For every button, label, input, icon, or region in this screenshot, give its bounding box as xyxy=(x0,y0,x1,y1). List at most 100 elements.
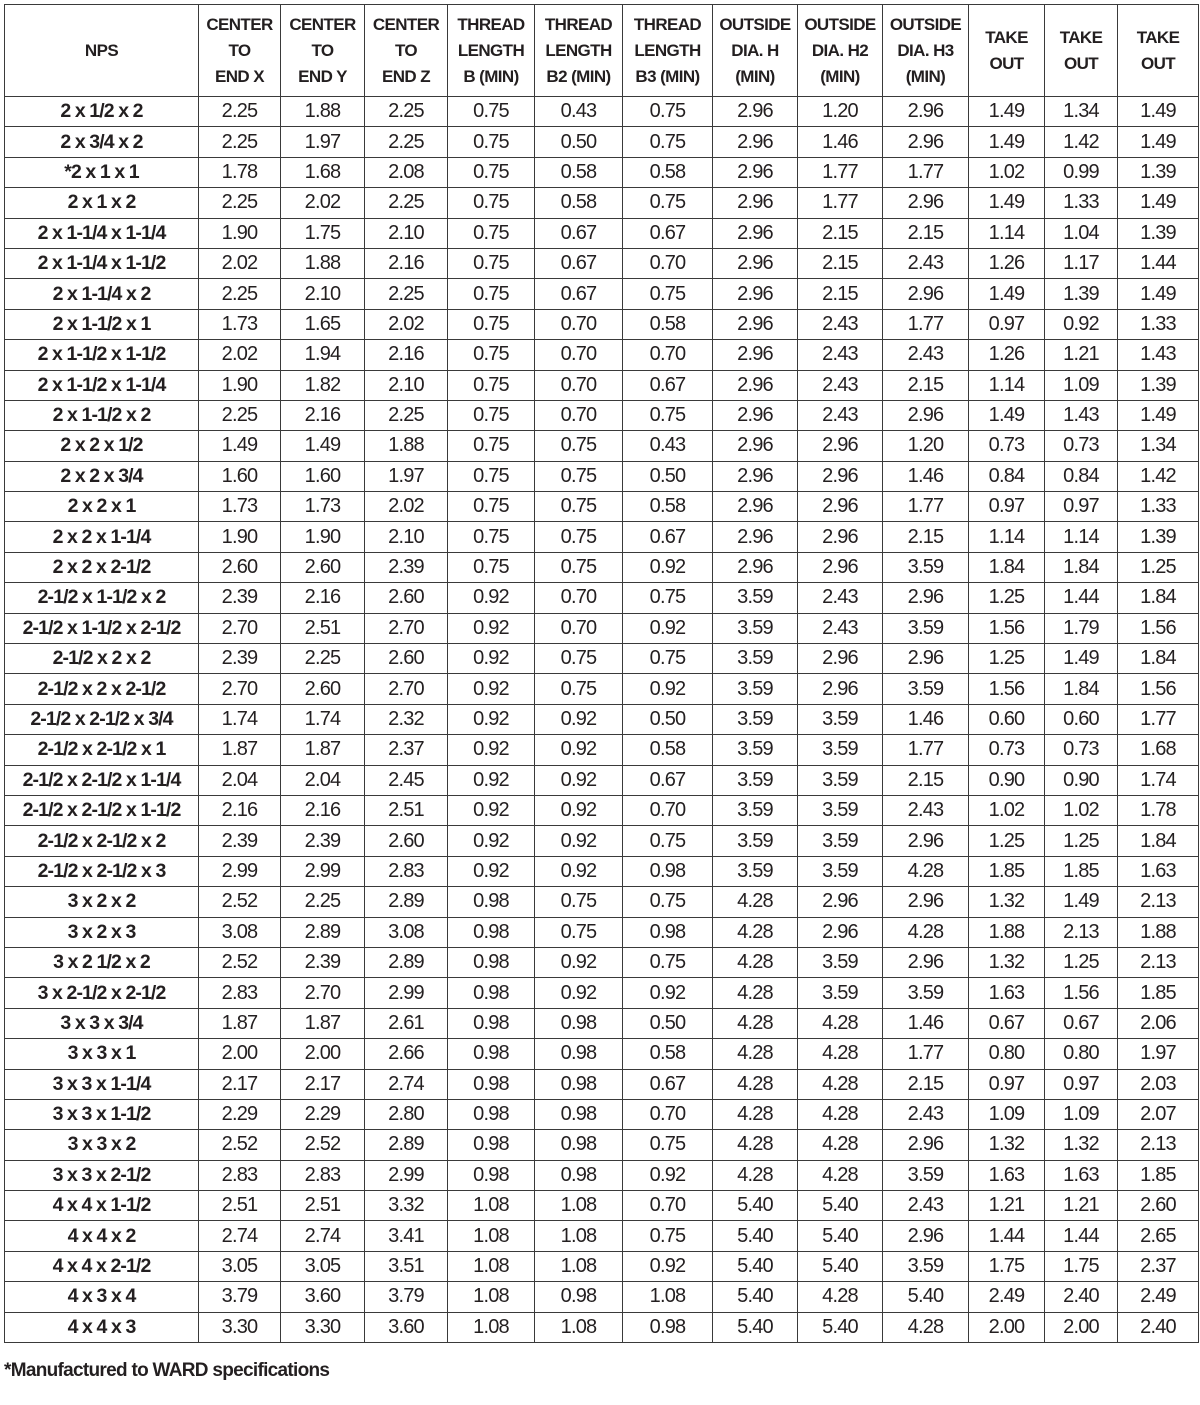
nps-cell: 3 x 3 x 3/4 xyxy=(4,1007,199,1040)
value-cell: 0.43 xyxy=(622,430,713,462)
value-cell: 2.96 xyxy=(882,187,969,219)
value-cell: 1.34 xyxy=(1117,430,1199,462)
value-cell: 2.51 xyxy=(364,794,448,827)
value-cell: 2.16 xyxy=(364,247,448,280)
value-cell: 1.39 xyxy=(1117,217,1199,249)
value-cell: 3.59 xyxy=(712,734,798,766)
value-cell: 1.75 xyxy=(280,217,365,249)
value-cell: 1.04 xyxy=(1044,217,1118,249)
value-cell: 2.25 xyxy=(280,643,365,675)
value-cell: 0.75 xyxy=(447,126,535,158)
value-cell: 1.14 xyxy=(968,521,1045,553)
value-cell: 1.84 xyxy=(1117,825,1199,857)
value-cell: 2.89 xyxy=(364,946,448,979)
value-cell: 2.10 xyxy=(280,278,365,310)
value-cell: 1.33 xyxy=(1117,491,1199,523)
value-cell: 2.96 xyxy=(712,491,798,523)
value-cell: 0.98 xyxy=(447,1129,535,1161)
value-cell: 0.97 xyxy=(1044,1068,1118,1100)
value-cell: 2.65 xyxy=(1117,1220,1199,1252)
value-cell: 2.89 xyxy=(364,886,448,918)
value-cell: 0.67 xyxy=(622,521,713,553)
value-cell: 0.92 xyxy=(447,825,535,857)
value-cell: 1.77 xyxy=(797,187,883,219)
value-cell: 0.75 xyxy=(534,460,623,493)
value-cell: 1.84 xyxy=(968,551,1045,584)
nps-cell: 2 x 1-1/2 x 2 xyxy=(4,399,199,432)
value-cell: 4.28 xyxy=(797,1007,883,1040)
value-cell: 2.96 xyxy=(712,399,798,432)
value-cell: 2.39 xyxy=(198,643,281,675)
value-cell: 1.21 xyxy=(1044,1190,1118,1222)
value-cell: 2.25 xyxy=(198,187,281,219)
value-cell: 0.50 xyxy=(622,1007,713,1040)
value-cell: 0.75 xyxy=(622,886,713,918)
value-cell: 4.28 xyxy=(712,1007,798,1040)
value-cell: 2.99 xyxy=(198,855,281,888)
value-cell: 0.92 xyxy=(622,1159,713,1192)
nps-cell: 2 x 1-1/4 x 1-1/2 xyxy=(4,247,199,280)
value-cell: 2.96 xyxy=(882,886,969,918)
nps-cell: 2-1/2 x 2-1/2 x 1 xyxy=(4,734,199,766)
value-cell: 0.75 xyxy=(447,217,535,249)
value-cell: 1.09 xyxy=(968,1098,1045,1131)
value-cell: 0.97 xyxy=(968,1068,1045,1100)
value-cell: 2.15 xyxy=(882,764,969,796)
value-cell: 3.59 xyxy=(882,612,969,645)
value-cell: 2.49 xyxy=(1117,1281,1199,1313)
value-cell: 2.51 xyxy=(198,1190,281,1222)
value-cell: 1.02 xyxy=(1044,794,1118,827)
value-cell: 1.77 xyxy=(882,491,969,523)
value-cell: 1.42 xyxy=(1044,126,1118,158)
value-cell: 1.49 xyxy=(1117,278,1199,310)
value-cell: 1.49 xyxy=(1117,95,1199,128)
value-cell: 2.02 xyxy=(364,308,448,341)
value-cell: 2.43 xyxy=(797,308,883,341)
value-cell: 1.97 xyxy=(280,126,365,158)
value-cell: 2.15 xyxy=(882,1068,969,1100)
value-cell: 1.74 xyxy=(280,703,365,736)
value-cell: 3.30 xyxy=(198,1311,281,1344)
value-cell: 3.59 xyxy=(882,977,969,1009)
value-cell: 0.75 xyxy=(534,886,623,918)
value-cell: 0.58 xyxy=(622,156,713,189)
value-cell: 3.79 xyxy=(364,1281,448,1313)
value-cell: 1.56 xyxy=(1044,977,1118,1009)
column-header: CENTER TO END Y xyxy=(280,4,365,97)
column-header: THREAD LENGTH B2 (MIN) xyxy=(534,4,623,97)
value-cell: 1.08 xyxy=(622,1281,713,1313)
value-cell: 2.43 xyxy=(882,1190,969,1222)
value-cell: 2.37 xyxy=(1117,1250,1199,1283)
value-cell: 0.70 xyxy=(534,582,623,614)
value-cell: 1.88 xyxy=(280,247,365,280)
value-cell: 3.59 xyxy=(712,643,798,675)
value-cell: 3.60 xyxy=(364,1311,448,1344)
nps-cell: 3 x 3 x 2-1/2 xyxy=(4,1159,199,1192)
value-cell: 0.75 xyxy=(447,95,535,128)
value-cell: 0.60 xyxy=(968,703,1045,736)
value-cell: 1.65 xyxy=(280,308,365,341)
table-row: 2-1/2 x 1-1/2 x 2 2.39 2.16 2.60 0.92 0.70 0.7… xyxy=(4,582,1199,614)
nps-cell: 2-1/2 x 2 x 2 xyxy=(4,643,199,675)
value-cell: 1.82 xyxy=(280,369,365,401)
value-cell: 0.97 xyxy=(968,491,1045,523)
value-cell: 1.34 xyxy=(1044,95,1118,128)
value-cell: 0.75 xyxy=(534,916,623,948)
value-cell: 1.32 xyxy=(1044,1129,1118,1161)
value-cell: 3.08 xyxy=(198,916,281,948)
value-cell: 0.70 xyxy=(534,399,623,432)
value-cell: 1.14 xyxy=(1044,521,1118,553)
value-cell: 1.49 xyxy=(1044,643,1118,675)
table-row: 2 x 1-1/2 x 1-1/4 1.90 1.82 2.10 0.75 0.70 0.6… xyxy=(4,369,1199,401)
value-cell: 0.73 xyxy=(968,734,1045,766)
value-cell: 3.59 xyxy=(882,673,969,705)
value-cell: 1.56 xyxy=(1117,612,1199,645)
value-cell: 2.06 xyxy=(1117,1007,1199,1040)
value-cell: 2.03 xyxy=(1117,1068,1199,1100)
value-cell: 2.25 xyxy=(198,399,281,432)
value-cell: 0.75 xyxy=(447,308,535,341)
value-cell: 1.74 xyxy=(1117,764,1199,796)
value-cell: 0.50 xyxy=(622,703,713,736)
value-cell: 0.75 xyxy=(622,399,713,432)
value-cell: 0.75 xyxy=(622,643,713,675)
